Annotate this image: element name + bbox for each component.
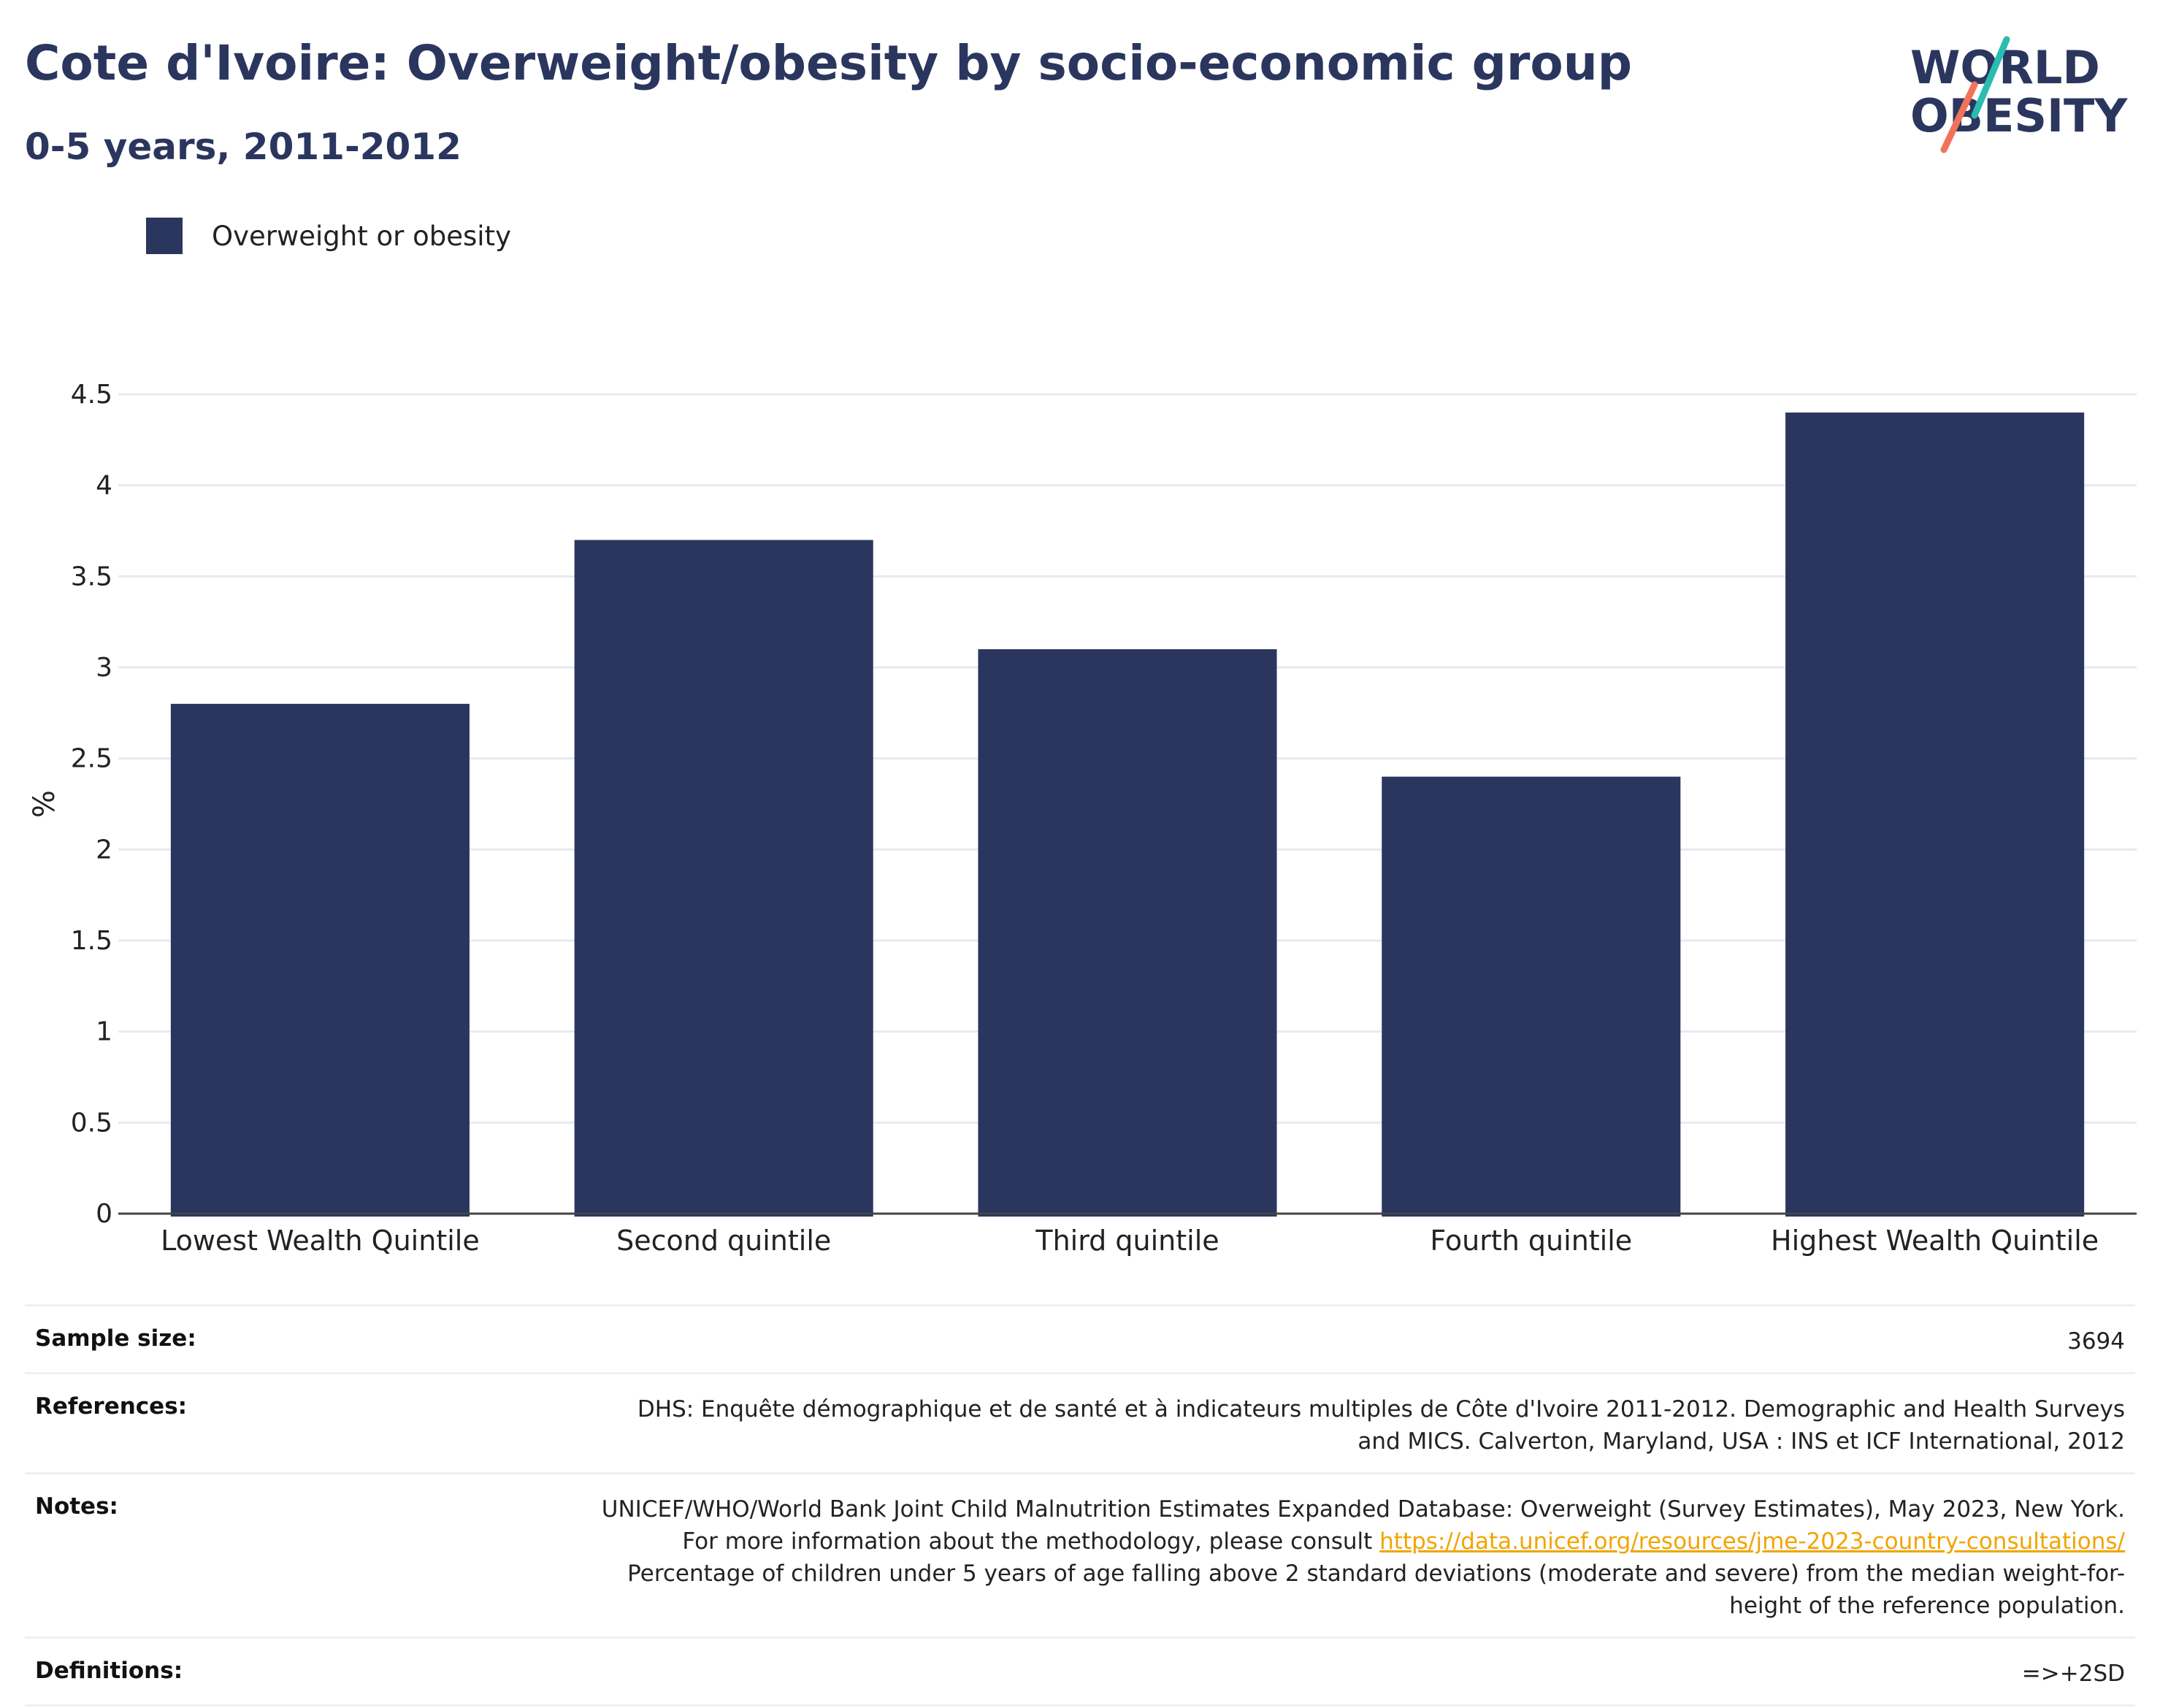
notes-row: Notes: UNICEF/WHO/World Bank Joint Child… bbox=[25, 1472, 2135, 1636]
y-tick-label: 2 bbox=[96, 835, 112, 865]
page-title: Cote d'Ivoire: Overweight/obesity by soc… bbox=[25, 35, 1633, 91]
y-tick-label: 4.5 bbox=[71, 380, 112, 410]
bar-chart: 0 0.5 1 1.5 2 2.5 3 3.5 4 4.5% Lowest Wealth Quint… bbox=[28, 380, 2137, 1257]
definitions-row: Definitions: =>+2SD bbox=[25, 1636, 2135, 1707]
y-tick-label: 3.5 bbox=[71, 562, 112, 591]
sample-size-label: Sample size: bbox=[35, 1325, 196, 1352]
legend-label: Overweight or obesity bbox=[212, 220, 511, 252]
bar[interactable] bbox=[978, 649, 1277, 1217]
bars bbox=[170, 412, 2085, 1217]
sample-size-value: 3694 bbox=[2067, 1328, 2125, 1355]
logo-slash-bottom bbox=[1940, 81, 1978, 153]
info-table: Sample size: 3694 References: DHS: Enquê… bbox=[25, 1304, 2135, 1707]
y-tick-label: 2.5 bbox=[71, 744, 112, 774]
references-label: References: bbox=[35, 1393, 188, 1420]
y-tick-label: 1 bbox=[96, 1017, 112, 1047]
notes-text-before: UNICEF/WHO/World Bank Joint Child Malnut… bbox=[601, 1496, 2125, 1555]
notes-text-after: Percentage of children under 5 years of … bbox=[627, 1560, 2125, 1619]
legend-swatch[interactable] bbox=[146, 218, 183, 254]
chart-legend: Overweight or obesity bbox=[146, 218, 511, 254]
y-tick-label: 0.5 bbox=[71, 1108, 112, 1138]
definitions-value: =>+2SD bbox=[2021, 1661, 2125, 1687]
y-tick-label: 1.5 bbox=[71, 926, 112, 956]
sample-size-row: Sample size: 3694 bbox=[25, 1304, 2135, 1372]
bar[interactable] bbox=[1382, 776, 1681, 1217]
bar[interactable] bbox=[574, 540, 873, 1217]
y-tick-label: 3 bbox=[96, 653, 112, 683]
notes-value: UNICEF/WHO/World Bank Joint Child Malnut… bbox=[591, 1493, 2125, 1622]
y-tick-label: 4 bbox=[96, 471, 112, 501]
y-tick-label: 0 bbox=[96, 1199, 112, 1229]
x-category-label: Fourth quintile bbox=[1430, 1225, 1632, 1257]
x-category-label: Third quintile bbox=[1035, 1225, 1219, 1257]
references-value: DHS: Enquête démographique et de santé e… bbox=[637, 1396, 2125, 1455]
methodology-link[interactable]: https://data.unicef.org/resources/jme-20… bbox=[1379, 1528, 2125, 1555]
world-obesity-logo: WORLD OBESITY bbox=[1910, 36, 2128, 153]
notes-label: Notes: bbox=[35, 1493, 118, 1520]
logo-line-obesity: OBESITY bbox=[1910, 89, 2128, 142]
axes: 0 0.5 1 1.5 2 2.5 3 3.5 4 4.5% Lowest Wealth Quint… bbox=[28, 380, 2137, 1257]
references-row: References: DHS: Enquête démographique e… bbox=[25, 1372, 2135, 1472]
bar[interactable] bbox=[1785, 412, 2085, 1217]
page-subtitle: 0-5 years, 2011-2012 bbox=[25, 126, 462, 168]
logo-slash-top bbox=[1971, 36, 2010, 119]
x-category-label: Highest Wealth Quintile bbox=[1771, 1225, 2099, 1257]
x-category-label: Lowest Wealth Quintile bbox=[161, 1225, 480, 1257]
bar[interactable] bbox=[170, 703, 470, 1217]
definitions-label: Definitions: bbox=[35, 1658, 183, 1684]
y-axis-title: % bbox=[28, 790, 61, 818]
x-category-label: Second quintile bbox=[616, 1225, 831, 1257]
